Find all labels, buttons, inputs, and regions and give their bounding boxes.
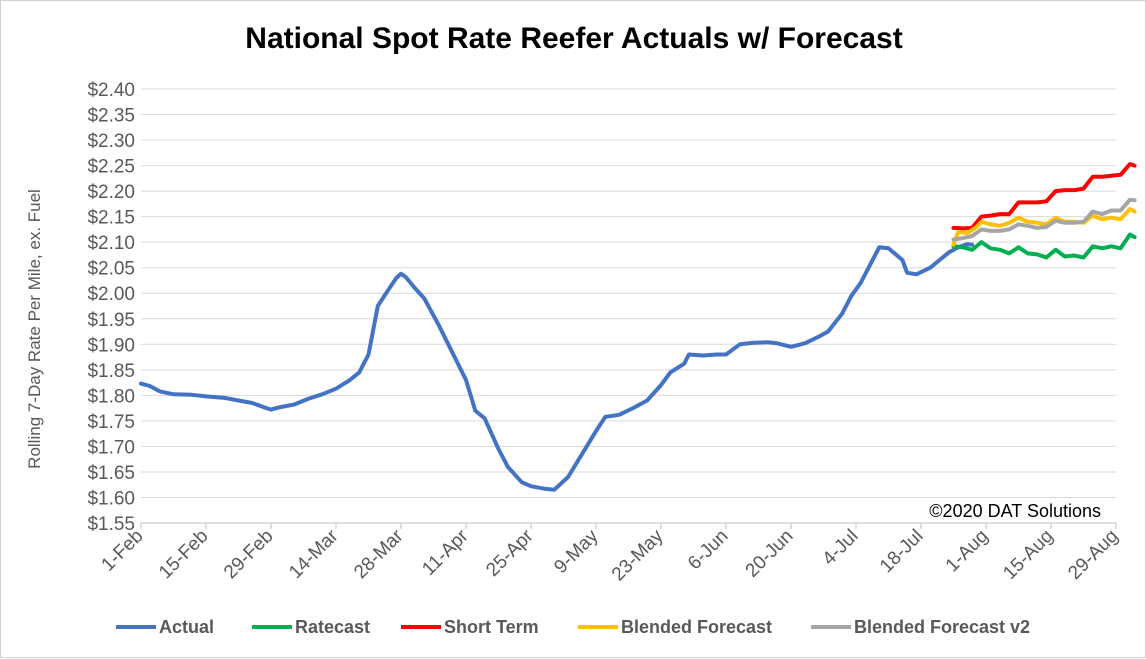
x-tick-label: 29-Feb	[220, 526, 277, 583]
legend: Actual Ratecast Short Term Blended Forecast…	[116, 617, 1030, 637]
chart-title: National Spot Rate Reefer Actuals w/ For…	[245, 22, 902, 55]
x-tick-label: 28-Mar	[350, 525, 408, 583]
legend-label-short-term: Short Term	[444, 617, 539, 637]
series-line-blended-forecast-v2	[951, 197, 1137, 242]
y-tick-label: $2.35	[87, 106, 135, 127]
gridlines	[141, 88, 1116, 498]
x-tick-label: 23-May	[608, 525, 668, 585]
x-tick-label: 25-Apr	[482, 525, 538, 581]
y-tick-label: $2.15	[87, 208, 135, 229]
y-tick-label: $1.85	[87, 361, 135, 382]
series-line-actual	[139, 242, 975, 492]
legend-label-blended-forecast: Blended Forecast	[621, 617, 772, 637]
y-tick-label: $2.05	[87, 259, 135, 280]
y-tick-label: $2.25	[87, 157, 135, 178]
copyright-annotation: ©2020 DAT Solutions	[929, 501, 1101, 521]
x-tick-label: 1-Aug	[942, 526, 993, 577]
legend-label-ratecast: Ratecast	[295, 617, 370, 637]
x-tick-label: 14-Mar	[285, 525, 343, 583]
x-tick-label: 11-Apr	[418, 525, 473, 580]
y-tick-label: $2.30	[87, 131, 135, 152]
legend-label-blended-forecast-v2: Blended Forecast v2	[854, 617, 1030, 637]
x-tick-label: 15-Feb	[155, 526, 212, 583]
x-tick-label: 20-Jun	[742, 526, 798, 582]
x-tick-label: 15-Aug	[999, 526, 1057, 584]
y-tick-label: $2.10	[87, 233, 135, 254]
y-tick-label: $2.00	[87, 284, 135, 305]
series-line-blended-forecast	[951, 207, 1137, 247]
series-lines	[139, 162, 1137, 492]
x-axis-ticks: 1-Feb 15-Feb 29-Feb 14-Mar 28-Mar 11-Apr 25-Ap…	[98, 523, 1123, 585]
y-tick-label: $1.60	[87, 488, 135, 509]
series-line-short-term	[951, 162, 1137, 231]
y-tick-label: $2.40	[87, 80, 135, 101]
y-tick-label: $1.65	[87, 463, 135, 484]
y-tick-label: $2.20	[87, 182, 135, 203]
y-tick-label: $1.75	[87, 412, 135, 433]
x-tick-label: 4-Jul	[819, 526, 863, 570]
x-tick-label: 18-Jul	[876, 526, 927, 577]
y-tick-label: $1.80	[87, 386, 135, 407]
x-tick-label: 6-Jun	[684, 526, 732, 574]
y-tick-label: $1.70	[87, 437, 135, 458]
y-tick-label: $1.95	[87, 310, 135, 331]
y-axis-label: Rolling 7-Day Rate Per Mile, ex. Fuel	[25, 189, 44, 469]
legend-label-actual: Actual	[159, 617, 214, 637]
y-axis-ticks: $1.55 $1.60 $1.65 $1.70 $1.75 $1.80 $1.85 $1.90…	[87, 80, 135, 535]
series-line-ratecast	[951, 232, 1137, 260]
y-tick-label: $1.55	[87, 514, 135, 535]
x-tick-label: 9-May	[550, 525, 603, 578]
x-tick-label: 29-Aug	[1064, 526, 1122, 584]
y-tick-label: $1.90	[87, 335, 135, 356]
